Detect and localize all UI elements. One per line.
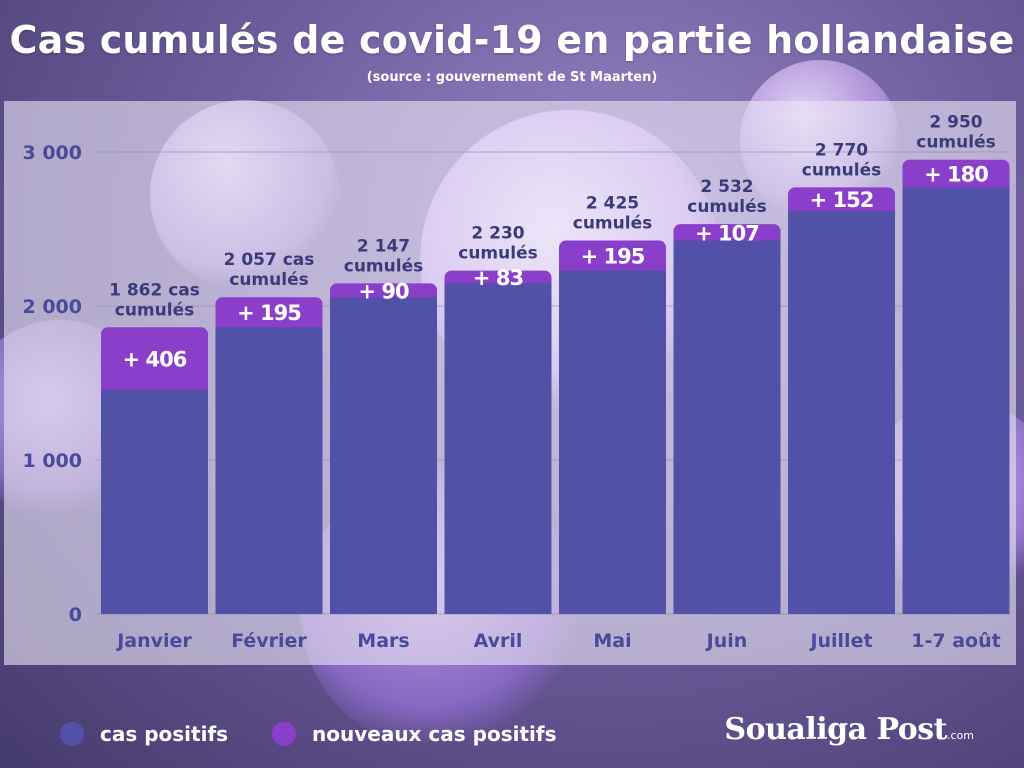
bar-new-segment [559, 240, 666, 279]
bar-delta-label: + 406 [123, 348, 187, 372]
bar-delta-label: + 83 [473, 266, 523, 290]
x-tick-label: Février [231, 630, 307, 652]
bar-total-label: cumulés [115, 300, 194, 320]
bar-total-label: cumulés [573, 214, 652, 234]
chart-subtitle: (source : gouvernement de St Maarten) [366, 70, 658, 85]
brand-logo: Soualiga Post.com [724, 712, 974, 747]
chart-title: Cas cumulés de covid-19 en partie hollan… [9, 18, 1015, 62]
bar-total-label: 2 057 cas [224, 250, 315, 270]
bar-base-segment [673, 240, 781, 615]
bar-total-label: cumulés [802, 160, 881, 180]
x-tick-label: Janvier [115, 630, 192, 652]
bar-delta-label: + 90 [358, 279, 409, 303]
brand-logo-text: Soualiga Post [724, 712, 947, 747]
legend-swatch-base [60, 722, 84, 746]
y-tick-label: 0 [69, 604, 82, 626]
bar-delta-label: + 180 [924, 163, 988, 187]
x-tick-label: Mars [357, 630, 409, 652]
bar-total-label: 1 862 cas [109, 280, 200, 300]
bar-total-label: cumulés [687, 197, 766, 217]
bar-base-segment [101, 389, 208, 614]
bar-base-segment [902, 187, 1010, 615]
bar-base-segment [788, 210, 895, 614]
bar-total-label: 2 425 [586, 194, 639, 214]
legend-item-base: cas positifs [60, 720, 228, 748]
bar-new-segment [101, 327, 208, 398]
bar-base-segment [444, 283, 552, 614]
bar-new-segment [902, 159, 1010, 196]
x-tick-label: Avril [474, 630, 523, 652]
x-tick-label: Mai [593, 630, 631, 652]
bar-total-label: cumulés [229, 270, 308, 290]
y-tick-label: 1 000 [23, 450, 83, 472]
x-tick-label: Juillet [808, 630, 872, 652]
bar-total-label: cumulés [344, 256, 423, 276]
bar-total-label: cumulés [458, 244, 537, 264]
legend-label-new: nouveaux cas positifs [312, 722, 557, 746]
bar-total-label: 2 147 [357, 236, 410, 256]
x-tick-label: 1-7 août [911, 630, 1000, 652]
legend-label-base: cas positifs [100, 722, 229, 746]
brand-logo-domain: .com [947, 729, 974, 742]
bar-delta-label: + 107 [695, 221, 759, 245]
bar-delta-label: + 152 [810, 188, 874, 212]
bar-total-label: cumulés [916, 133, 995, 153]
y-tick-label: 2 000 [23, 296, 83, 318]
x-tick-label: Juin [705, 630, 748, 652]
y-tick-label: 3 000 [23, 142, 83, 164]
bar-base-segment [330, 297, 437, 614]
bar-delta-label: + 195 [237, 301, 301, 325]
bar-total-label: 2 532 [700, 177, 753, 197]
legend-swatch-new [272, 722, 296, 746]
legend-item-new: nouveaux cas positifs [272, 720, 556, 748]
bar-new-segment [215, 297, 323, 336]
bar-total-label: 2 770 [815, 140, 868, 160]
bar-base-segment [559, 270, 666, 614]
bar-total-label: 2 950 [929, 113, 982, 133]
bar-total-label: 2 230 [471, 224, 524, 244]
bar-base-segment [215, 327, 323, 614]
bar-delta-label: + 195 [581, 245, 645, 269]
